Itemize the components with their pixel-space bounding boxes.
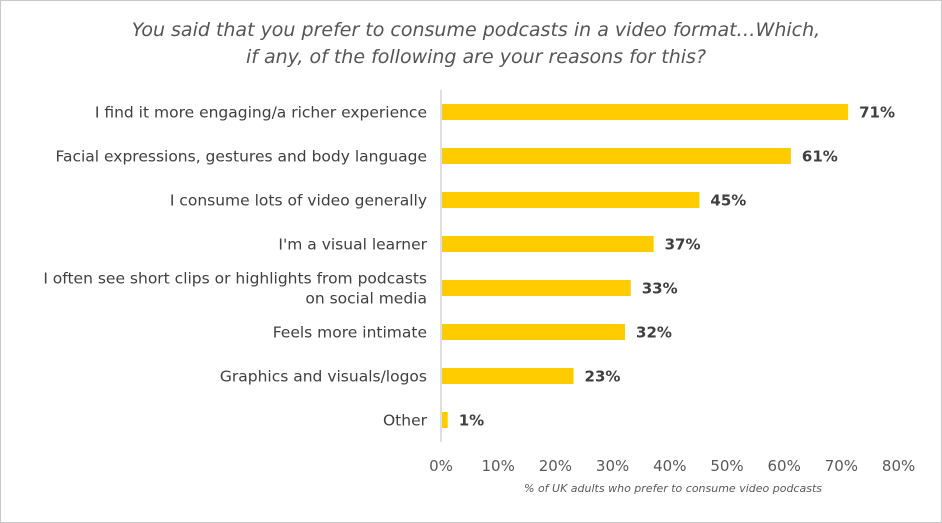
- bar: [442, 368, 574, 384]
- x-tick-label: 40%: [653, 457, 686, 475]
- category-label: on social media: [305, 290, 427, 308]
- category-label: Graphics and visuals/logos: [220, 368, 427, 386]
- bar: [442, 192, 700, 208]
- bar: [442, 104, 849, 120]
- data-label: 1%: [459, 412, 484, 430]
- bar: [442, 324, 626, 340]
- bar: [442, 148, 791, 164]
- x-tick-label: 50%: [710, 457, 743, 475]
- data-label: 37%: [665, 236, 701, 254]
- chart-title-line-1: You said that you prefer to consume podc…: [131, 19, 821, 41]
- chart-title: You said that you prefer to consume podc…: [61, 17, 891, 71]
- category-label: Facial expressions, gestures and body la…: [55, 148, 427, 166]
- bar: [442, 236, 654, 252]
- category-label: I find it more engaging/a richer experie…: [95, 104, 427, 122]
- data-label: 61%: [802, 148, 838, 166]
- category-label: I consume lots of video generally: [170, 192, 427, 210]
- x-tick-label: 30%: [596, 457, 629, 475]
- bar: [442, 412, 448, 428]
- x-tick-label: 10%: [482, 457, 515, 475]
- x-tick-label: 70%: [825, 457, 858, 475]
- data-label: 32%: [636, 324, 672, 342]
- bar: [442, 280, 631, 296]
- x-axis-title: % of UK adults who prefer to consume vid…: [524, 482, 822, 495]
- category-label: I often see short clips or highlights fr…: [43, 270, 427, 288]
- category-label: I'm a visual learner: [278, 236, 427, 254]
- chart-title-line-2: if any, of the following are your reason…: [245, 46, 707, 68]
- x-tick-label: 0%: [429, 457, 453, 475]
- data-label: 33%: [642, 280, 678, 298]
- data-label: 23%: [585, 368, 621, 386]
- x-tick-label: 80%: [882, 457, 915, 475]
- category-label: Other: [383, 412, 428, 430]
- x-tick-label: 20%: [539, 457, 572, 475]
- x-tick-label: 60%: [768, 457, 801, 475]
- data-label: 45%: [710, 192, 746, 210]
- category-label: Feels more intimate: [273, 324, 427, 342]
- data-label: 71%: [859, 104, 895, 122]
